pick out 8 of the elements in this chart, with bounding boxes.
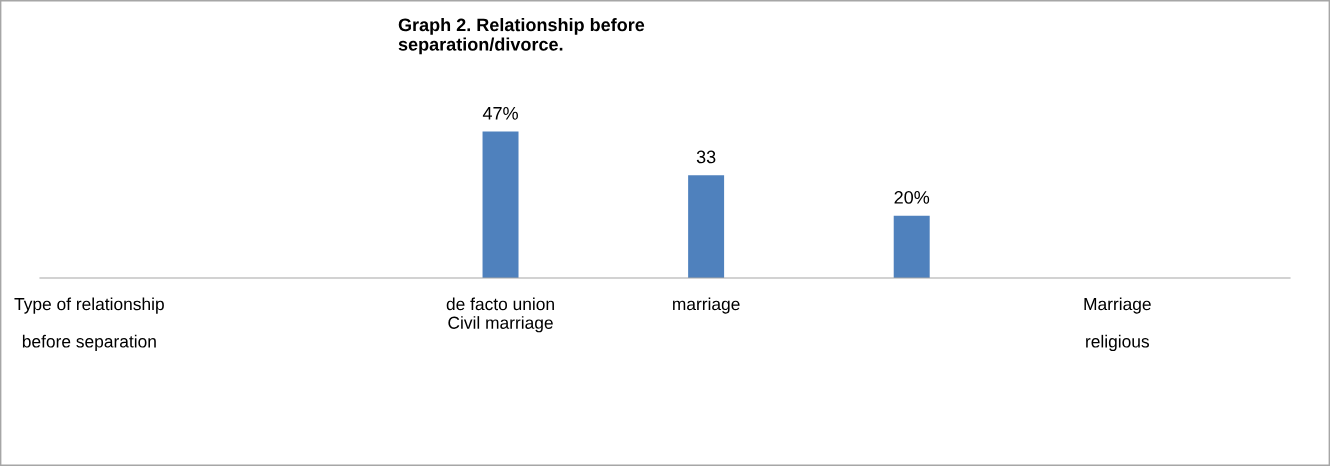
x-tick-label: marriage [673,297,740,314]
category-label: Type of relationship before separation [14,297,164,352]
data-label: 20% [894,191,930,204]
data-label: 33 [696,150,716,164]
category-label: Marriage religious [1084,297,1151,352]
data-label: 47% [482,106,518,120]
chart-title: Graph 2. Relationship before separation/divorce. [398,18,645,55]
x-tick-label: de facto union Civil marriage [446,297,554,333]
